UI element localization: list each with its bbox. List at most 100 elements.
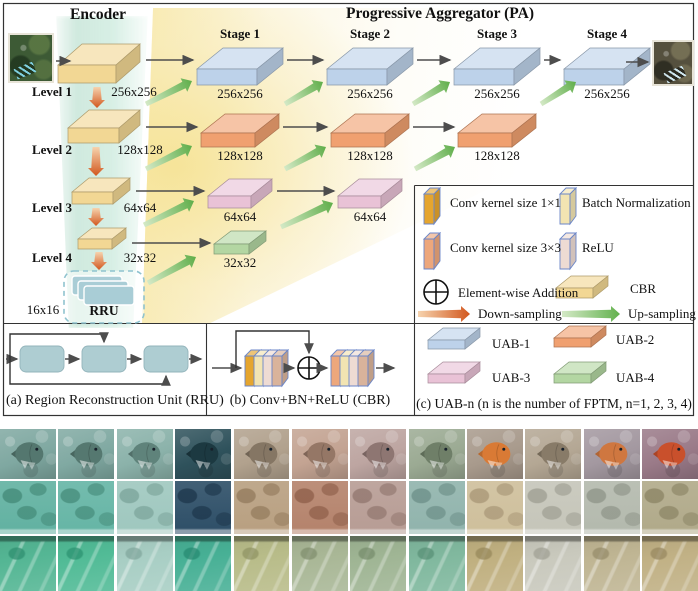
level-3-size: 64x64 [123,200,157,215]
level-1-size: 256x256 [111,84,157,99]
result-image-cell [408,429,465,479]
level-3-label: Level 3 [31,200,73,215]
fish-silhouette [361,442,394,470]
sampling-arrow [418,306,470,322]
panel-c-caption: (c) UAB-n (n is the number of FPTM, n=1,… [416,396,692,411]
result-image-cell [291,429,348,479]
result-image-cell [642,481,698,534]
thin-layer-slab-icon [356,348,376,388]
level-4-size: 32x32 [123,250,157,265]
sampling-arrow [146,254,196,286]
level-1-label: Level 1 [31,84,73,99]
encoder-title: Encoder [70,6,126,23]
sampling-arrow [144,78,192,107]
rru-block [143,345,189,373]
result-image-cell [350,536,407,591]
level-4-label: Level 4 [31,250,73,265]
sampling-arrow [91,252,107,270]
sampling-arrow [413,144,455,172]
result-image-cell [116,429,173,479]
stage-3-label: Stage 3 [476,26,518,41]
slab-3d [555,275,609,299]
sampling-arrow [283,144,326,172]
result-strip-row-1 [0,429,698,479]
result-image-cell [0,481,56,534]
slab-3d [553,325,607,348]
result-image-cell [408,481,465,534]
input-underwater-image [8,33,54,83]
result-image-cell [0,429,56,479]
rru-size-label: 16x16 [26,302,60,317]
result-strip-row-3 [0,536,698,591]
rru-label: RRU [89,303,119,318]
slab-3d [57,43,141,84]
stage-1-label: Stage 1 [219,26,261,41]
rru-feature-card [83,285,135,306]
legend-relu-label: ReLU [582,240,614,255]
legend-uab4-label: UAB-4 [616,370,655,385]
fish-silhouette [594,442,628,470]
slab-3d [196,47,284,86]
sampling-arrow [89,87,105,108]
result-image-cell [175,429,231,479]
slab-3d [563,47,651,86]
slab-3d [199,113,281,148]
legend-uab2-label: UAB-2 [616,332,655,347]
slab-3d [337,178,403,209]
result-image-cell [467,429,523,479]
result-image-cell [467,481,523,534]
legend-cbr-label: CBR [630,281,657,296]
sampling-arrow [88,147,104,176]
legend-conv3x3-label: Conv kernel size 3×3 [450,240,561,255]
legend-downsampling-label: Down-sampling [478,306,562,321]
sampling-arrow [144,143,192,172]
legend-addition-label: Element-wise Addition [458,285,579,300]
slab-3d [212,230,268,255]
result-image-cell [175,481,231,534]
fish-silhouette [478,442,511,470]
legend-uab3-label: UAB-3 [492,370,531,385]
result-image-cell [233,481,290,534]
figure-frame [2,2,695,417]
fish-silhouette [536,442,570,470]
slab-3d [76,227,128,250]
result-image-cell [525,536,582,591]
architecture-canvas [2,2,695,417]
pa-title: Progressive Aggregator (PA) [346,5,534,22]
fish-silhouette [303,442,336,470]
slab-3d [71,177,131,205]
legend-batchnorm-label: Batch Normalization [582,195,691,210]
result-image-cell [58,536,115,591]
slab-3d [427,361,481,384]
result-image-cell [291,481,348,534]
thin-layer-slab-icon [558,231,578,271]
result-image-cell [642,429,698,479]
slab-3d [453,47,541,86]
output-enhanced-image [652,40,694,86]
fish-stripes [663,65,687,84]
slab-3d [427,327,481,350]
result-image-cell [58,481,115,534]
result-image-cell [525,429,582,479]
fish-silhouette [69,442,103,470]
result-image-cell [467,536,523,591]
result-image-cell [583,481,640,534]
result-image-cell [116,481,173,534]
stage-4-label: Stage 4 [586,26,628,41]
sampling-arrow [142,198,194,228]
sampling-arrow [280,200,333,230]
rru-block [81,345,127,373]
result-image-cell [233,429,290,479]
stage-2-label: Stage 2 [349,26,391,41]
result-image-cell [116,536,173,591]
fish-silhouette [11,442,44,470]
legend-conv1x1-label: Conv kernel size 1×1 [450,195,561,210]
result-image-cell [0,536,56,591]
result-image-cell [58,429,115,479]
slab-3d [326,47,414,86]
legend-upsampling-label: Up-sampling [628,306,696,321]
thin-layer-slab-icon [422,186,442,226]
panel-a-caption: (a) Region Reconstruction Unit (RRU) [6,393,224,408]
level-2-label: Level 2 [31,142,73,157]
sampling-arrow [283,80,323,107]
